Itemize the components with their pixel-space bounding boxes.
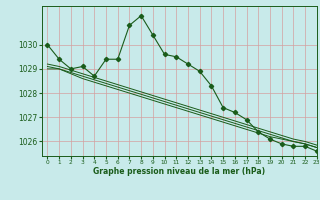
X-axis label: Graphe pression niveau de la mer (hPa): Graphe pression niveau de la mer (hPa): [93, 167, 265, 176]
